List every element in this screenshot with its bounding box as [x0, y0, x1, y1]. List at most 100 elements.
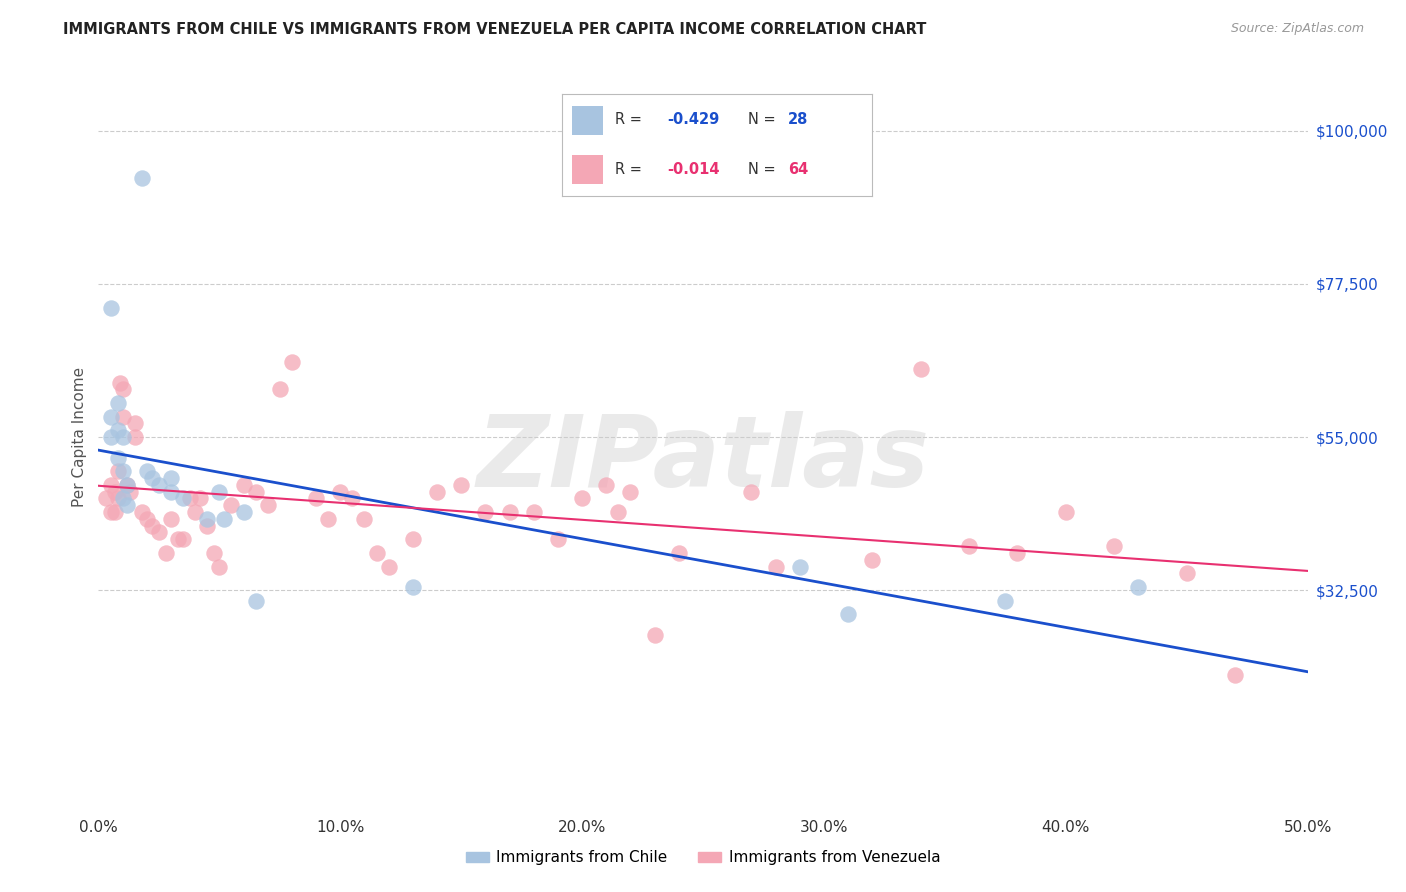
Text: N =: N = — [748, 112, 780, 128]
Bar — [572, 155, 603, 184]
Point — [221, 498, 243, 512]
Point — [450, 477, 472, 491]
Point — [245, 484, 267, 499]
Point — [342, 491, 364, 506]
Point — [498, 505, 520, 519]
Point — [100, 301, 122, 315]
Point — [474, 505, 496, 519]
Point — [148, 525, 170, 540]
Point — [111, 430, 134, 444]
Point — [100, 477, 122, 491]
Point — [172, 533, 194, 547]
Point — [208, 559, 231, 574]
Point — [1128, 580, 1150, 594]
Point — [377, 559, 399, 574]
Point — [111, 409, 134, 424]
Point — [104, 484, 127, 499]
Point — [547, 533, 569, 547]
Point — [765, 559, 787, 574]
Point — [117, 498, 139, 512]
Point — [107, 396, 129, 410]
Point — [204, 546, 226, 560]
Point — [329, 484, 352, 499]
Point — [172, 491, 194, 506]
Text: N =: N = — [748, 161, 780, 177]
Point — [607, 505, 630, 519]
Point — [188, 491, 211, 506]
Point — [167, 533, 190, 547]
Bar — [572, 106, 603, 135]
Point — [402, 533, 425, 547]
Point — [1175, 566, 1198, 581]
Point — [135, 512, 157, 526]
Point — [195, 512, 218, 526]
Point — [281, 355, 304, 369]
Point — [212, 512, 235, 526]
Point — [402, 580, 425, 594]
Point — [644, 627, 666, 641]
Point — [571, 491, 593, 506]
Point — [118, 484, 141, 499]
Point — [910, 362, 932, 376]
Point — [117, 477, 139, 491]
Point — [619, 484, 641, 499]
Point — [245, 593, 267, 607]
Point — [195, 518, 218, 533]
Point — [141, 518, 163, 533]
Point — [94, 491, 117, 506]
Point — [108, 376, 131, 390]
Point — [1102, 539, 1125, 553]
Point — [111, 464, 134, 478]
Text: R =: R = — [614, 161, 647, 177]
Text: IMMIGRANTS FROM CHILE VS IMMIGRANTS FROM VENEZUELA PER CAPITA INCOME CORRELATION: IMMIGRANTS FROM CHILE VS IMMIGRANTS FROM… — [63, 22, 927, 37]
Point — [316, 512, 339, 526]
Point — [107, 423, 129, 437]
Point — [124, 417, 146, 431]
Point — [124, 430, 146, 444]
Point — [1223, 668, 1246, 682]
Point — [740, 484, 762, 499]
Point — [104, 505, 127, 519]
Point — [1007, 546, 1029, 560]
Point — [256, 498, 278, 512]
Point — [994, 593, 1017, 607]
Point — [305, 491, 328, 506]
Point — [179, 491, 201, 506]
Point — [131, 171, 153, 186]
Point — [100, 430, 122, 444]
Point — [160, 512, 183, 526]
Point — [232, 505, 254, 519]
Point — [107, 464, 129, 478]
Text: 64: 64 — [789, 161, 808, 177]
Text: R =: R = — [614, 112, 647, 128]
Point — [366, 546, 388, 560]
Y-axis label: Per Capita Income: Per Capita Income — [72, 367, 87, 508]
Point — [117, 477, 139, 491]
Point — [107, 450, 129, 465]
Point — [232, 477, 254, 491]
Point — [353, 512, 375, 526]
Point — [957, 539, 980, 553]
Point — [1054, 505, 1077, 519]
Point — [131, 505, 153, 519]
Point — [184, 505, 207, 519]
Point — [111, 491, 134, 506]
Text: Source: ZipAtlas.com: Source: ZipAtlas.com — [1230, 22, 1364, 36]
Point — [160, 471, 183, 485]
Point — [100, 505, 122, 519]
Text: -0.429: -0.429 — [668, 112, 720, 128]
Point — [148, 477, 170, 491]
Point — [789, 559, 811, 574]
Point — [208, 484, 231, 499]
Point — [269, 383, 291, 397]
Point — [837, 607, 859, 622]
Point — [668, 546, 690, 560]
Point — [155, 546, 177, 560]
Text: ZIPatlas: ZIPatlas — [477, 411, 929, 508]
Point — [100, 409, 122, 424]
Point — [160, 484, 183, 499]
Point — [523, 505, 546, 519]
Text: -0.014: -0.014 — [668, 161, 720, 177]
Point — [141, 471, 163, 485]
Legend: Immigrants from Chile, Immigrants from Venezuela: Immigrants from Chile, Immigrants from V… — [460, 845, 946, 871]
